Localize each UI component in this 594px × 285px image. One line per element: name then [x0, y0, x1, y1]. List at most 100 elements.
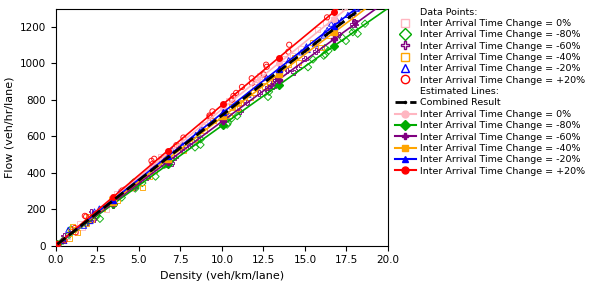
- Point: [159, 162, 168, 167]
- Point: [66, 229, 75, 234]
- Point: [261, 62, 271, 67]
- Point: [107, 201, 116, 205]
- Point: [127, 185, 136, 190]
- Point: [353, 31, 362, 36]
- Point: [92, 214, 102, 218]
- Point: [313, 27, 323, 32]
- Point: [73, 231, 83, 235]
- Point: [70, 226, 80, 230]
- Point: [136, 178, 146, 183]
- Point: [341, 39, 350, 43]
- Point: [109, 203, 118, 208]
- Point: [84, 214, 93, 219]
- Point: [233, 106, 242, 110]
- Point: [190, 137, 200, 142]
- Point: [287, 53, 297, 57]
- Point: [280, 57, 289, 61]
- Point: [252, 77, 262, 82]
- Point: [184, 140, 193, 145]
- Point: [350, 22, 360, 27]
- Point: [102, 207, 111, 211]
- Point: [337, 36, 347, 40]
- Point: [290, 56, 299, 60]
- Point: [200, 123, 210, 127]
- Point: [333, 19, 342, 23]
- Point: [148, 166, 158, 170]
- Point: [284, 49, 293, 54]
- Point: [302, 44, 311, 49]
- Point: [227, 116, 236, 121]
- Point: [349, 19, 359, 24]
- Point: [176, 147, 186, 152]
- Point: [233, 101, 243, 106]
- Point: [374, 2, 384, 7]
- Point: [232, 91, 241, 95]
- Point: [109, 201, 118, 206]
- Point: [178, 143, 187, 147]
- Point: [81, 221, 91, 225]
- Point: [223, 121, 233, 125]
- Point: [205, 114, 214, 119]
- Point: [250, 83, 260, 87]
- Point: [94, 206, 104, 211]
- Point: [156, 154, 165, 159]
- Point: [321, 20, 330, 24]
- Point: [205, 113, 214, 118]
- Point: [230, 105, 239, 110]
- Point: [172, 143, 181, 147]
- Point: [167, 161, 176, 165]
- Point: [58, 238, 67, 243]
- Point: [308, 57, 318, 62]
- Point: [208, 118, 218, 123]
- Point: [148, 164, 157, 169]
- Point: [293, 60, 303, 65]
- Point: [285, 42, 294, 47]
- Point: [346, 14, 356, 19]
- Point: [131, 185, 140, 189]
- Point: [349, 26, 359, 31]
- Point: [361, 0, 370, 3]
- Point: [264, 89, 274, 94]
- Point: [254, 91, 264, 95]
- Point: [229, 94, 238, 98]
- Point: [89, 217, 99, 221]
- Point: [263, 95, 273, 99]
- Point: [319, 53, 328, 58]
- Point: [375, 0, 385, 2]
- Point: [79, 223, 89, 228]
- Point: [217, 117, 227, 122]
- Point: [271, 78, 281, 82]
- X-axis label: Density (veh/km/lane): Density (veh/km/lane): [160, 271, 284, 281]
- Point: [121, 186, 131, 191]
- Point: [87, 217, 96, 222]
- Point: [115, 190, 125, 194]
- Point: [222, 109, 231, 114]
- Point: [190, 145, 200, 150]
- Point: [71, 229, 81, 234]
- Point: [302, 46, 311, 51]
- Point: [64, 233, 74, 237]
- Point: [91, 213, 101, 218]
- Point: [118, 188, 127, 193]
- Point: [303, 48, 312, 52]
- Point: [360, 21, 369, 26]
- Point: [87, 215, 96, 219]
- Point: [323, 15, 332, 20]
- Point: [161, 158, 170, 162]
- Point: [179, 148, 188, 153]
- Point: [166, 158, 176, 162]
- Point: [264, 79, 274, 83]
- Point: [237, 85, 247, 89]
- Point: [64, 237, 74, 241]
- Point: [66, 227, 75, 232]
- Point: [255, 74, 264, 78]
- Point: [249, 90, 259, 95]
- Legend: Data Points:, Inter Arrival Time Change = 0%, Inter Arrival Time Change = -80%, : Data Points:, Inter Arrival Time Change …: [391, 4, 589, 180]
- Point: [150, 156, 159, 161]
- Point: [266, 83, 276, 87]
- Point: [129, 180, 138, 185]
- Point: [350, 20, 359, 25]
- Point: [320, 52, 330, 57]
- Point: [150, 168, 159, 172]
- Point: [337, 18, 346, 22]
